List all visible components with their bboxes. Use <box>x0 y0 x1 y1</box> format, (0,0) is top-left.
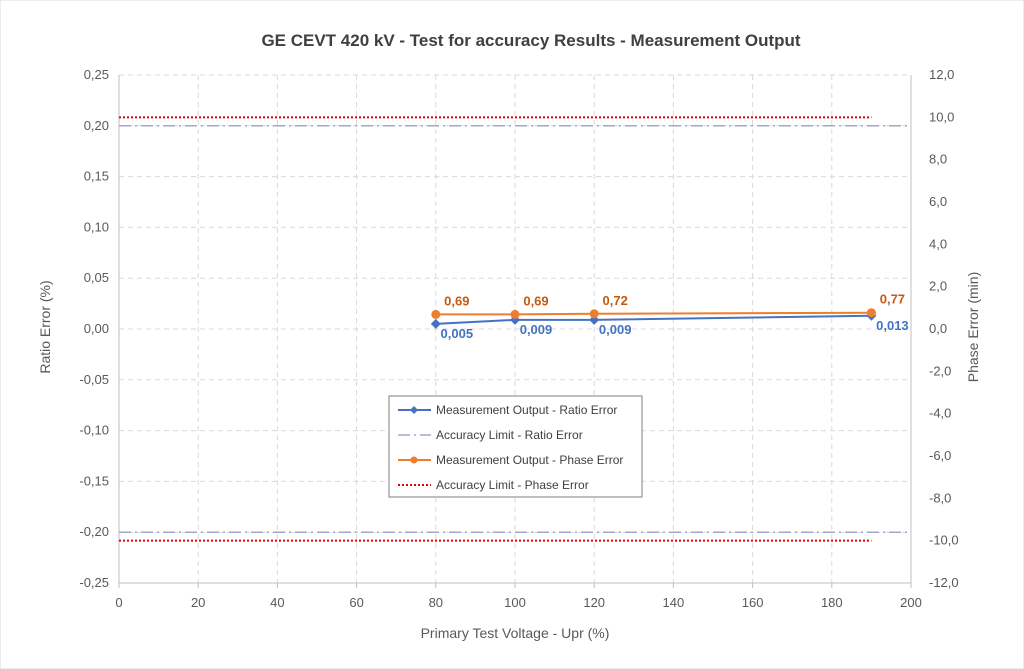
x-tick-label: 100 <box>504 595 526 610</box>
legend-marker <box>410 456 418 464</box>
legend-item: Accuracy Limit - Ratio Error <box>398 428 583 442</box>
x-tick-label: 120 <box>583 595 605 610</box>
data-label-ratio: 0,009 <box>599 322 632 337</box>
x-tick-label: 140 <box>663 595 685 610</box>
chart-title: GE CEVT 420 kV - Test for accuracy Resul… <box>261 31 800 50</box>
x-tick-label: 0 <box>115 595 122 610</box>
series-3 <box>119 116 872 542</box>
legend-item: Accuracy Limit - Phase Error <box>398 478 589 492</box>
y2-tick-label: 8,0 <box>929 152 947 167</box>
x-tick-label: 160 <box>742 595 764 610</box>
x-tick-label: 200 <box>900 595 922 610</box>
y2-tick-label: 10,0 <box>929 109 954 124</box>
x-tick-label: 60 <box>349 595 363 610</box>
x-tick-label: 180 <box>821 595 843 610</box>
y-tick-label: 0,05 <box>84 270 109 285</box>
y2-tick-label: -8,0 <box>929 490 951 505</box>
x-tick-label: 80 <box>429 595 443 610</box>
legend-label: Measurement Output - Phase Error <box>436 453 623 467</box>
data-labels: 0,005 0,009 0,009 0,013 0,69 0,69 0,72 0,77 <box>441 292 909 341</box>
y2-tick-label: -10,0 <box>929 533 959 548</box>
legend-label: Measurement Output - Ratio Error <box>436 403 617 417</box>
y2-tick-label: 4,0 <box>929 236 947 251</box>
series-1 <box>119 125 911 533</box>
y-tick-label: 0,15 <box>84 169 109 184</box>
x-axis-title: Primary Test Voltage - Upr (%) <box>421 625 610 641</box>
y2-tick-label: -6,0 <box>929 448 951 463</box>
legend: Measurement Output - Ratio Error Accuracy… <box>388 395 643 498</box>
y-tick-label: -0,15 <box>79 473 109 488</box>
data-label-phase: 0,77 <box>880 292 905 307</box>
x-tick-label: 40 <box>270 595 284 610</box>
y-tick-label: 0,00 <box>84 321 109 336</box>
series-2 <box>431 308 876 319</box>
data-label-ratio: 0,009 <box>520 322 553 337</box>
y-tick-label: -0,25 <box>79 575 109 590</box>
data-label-ratio: 0,005 <box>441 326 474 341</box>
y2-tick-label: 0,0 <box>929 321 947 336</box>
axes: -0,25-0,20-0,15-0,10-0,050,000,050,100,1… <box>79 67 958 610</box>
data-label-ratio: 0,013 <box>876 318 909 333</box>
legend-box <box>388 395 643 498</box>
y2-tick-label: 6,0 <box>929 194 947 209</box>
series-line <box>435 311 872 316</box>
y-tick-label: 0,20 <box>84 118 109 133</box>
series-line <box>435 314 872 325</box>
data-point-circle <box>589 309 599 319</box>
y-tick-label: -0,05 <box>79 372 109 387</box>
data-point-circle <box>510 309 520 319</box>
y2-tick-label: 12,0 <box>929 67 954 82</box>
legend-label: Accuracy Limit - Phase Error <box>436 478 589 492</box>
legend-item: Measurement Output - Ratio Error <box>398 403 617 417</box>
data-label-phase: 0,69 <box>444 293 469 308</box>
y-tick-label: -0,10 <box>79 423 109 438</box>
data-point-circle <box>866 308 876 318</box>
y2-tick-label: 2,0 <box>929 279 947 294</box>
legend-label: Accuracy Limit - Ratio Error <box>436 428 583 442</box>
data-label-phase: 0,69 <box>523 293 548 308</box>
y-axis-title: Ratio Error (%) <box>37 280 53 373</box>
y2-tick-label: -4,0 <box>929 406 951 421</box>
x-tick-label: 20 <box>191 595 205 610</box>
legend-marker <box>410 406 418 414</box>
series-layer <box>119 116 911 542</box>
y2-tick-label: -2,0 <box>929 363 951 378</box>
y-tick-label: 0,25 <box>84 67 109 82</box>
y2-tick-label: -12,0 <box>929 575 959 590</box>
y-tick-label: -0,20 <box>79 524 109 539</box>
legend-item: Measurement Output - Phase Error <box>398 453 623 467</box>
data-point-diamond <box>430 318 441 329</box>
y2-axis-title: Phase Error (min) <box>965 272 981 382</box>
data-point-circle <box>431 309 441 319</box>
data-label-phase: 0,72 <box>603 293 628 308</box>
y-tick-label: 0,10 <box>84 219 109 234</box>
